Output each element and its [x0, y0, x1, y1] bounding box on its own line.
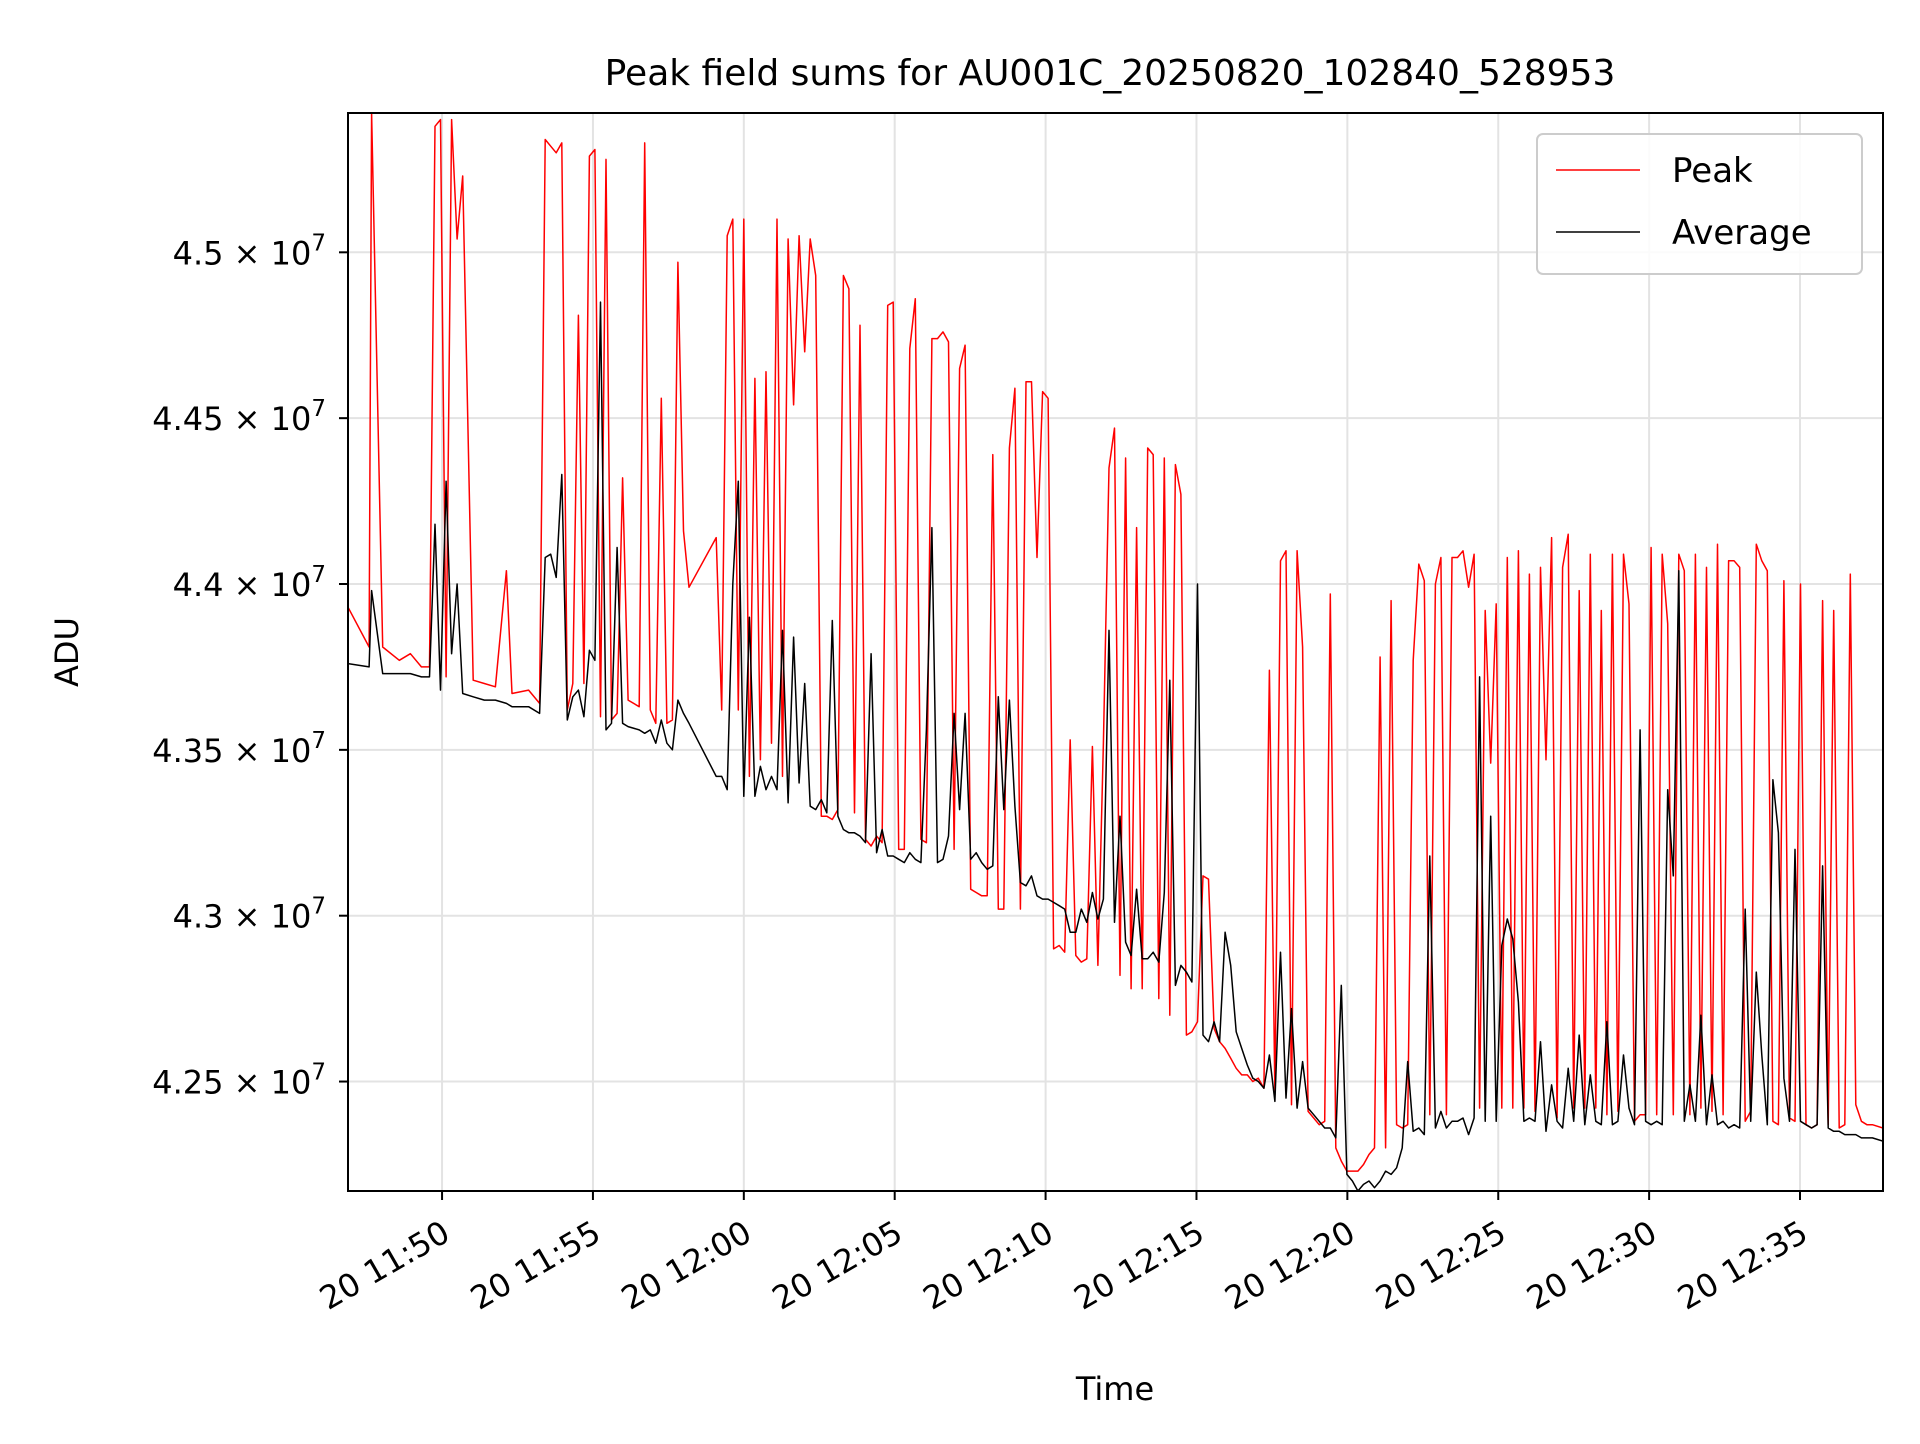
series-line-peak — [348, 113, 1883, 1172]
legend-label-peak: Peak — [1672, 151, 1753, 191]
y-tick-label: 4.35 × 107 — [152, 728, 326, 770]
y-tick-label: 4.3 × 107 — [173, 894, 326, 936]
y-axis: 4.25 × 107 4.3 × 107 4.35 × 107 4.4 × 107 4.… — [152, 230, 348, 1102]
y-tick-label: 4.5 × 107 — [173, 230, 326, 272]
y-tick-label: 4.25 × 107 — [152, 1060, 326, 1102]
y-tick-label: 4.4 × 107 — [173, 562, 326, 604]
y-tick-label: 4.45 × 107 — [152, 396, 326, 438]
chart-title: Peak field sums for AU001C_20250820_1028… — [605, 53, 1616, 94]
legend-label-average: Average — [1672, 213, 1812, 253]
legend-box — [1536, 133, 1863, 275]
y-axis-label: ADU — [48, 617, 86, 687]
series-line-average — [348, 301, 1883, 1191]
series-layer — [348, 113, 1883, 1191]
plot-frame — [347, 112, 1884, 1192]
legend: Peak Average — [1536, 133, 1863, 275]
x-axis-label: Time — [1075, 1370, 1154, 1408]
